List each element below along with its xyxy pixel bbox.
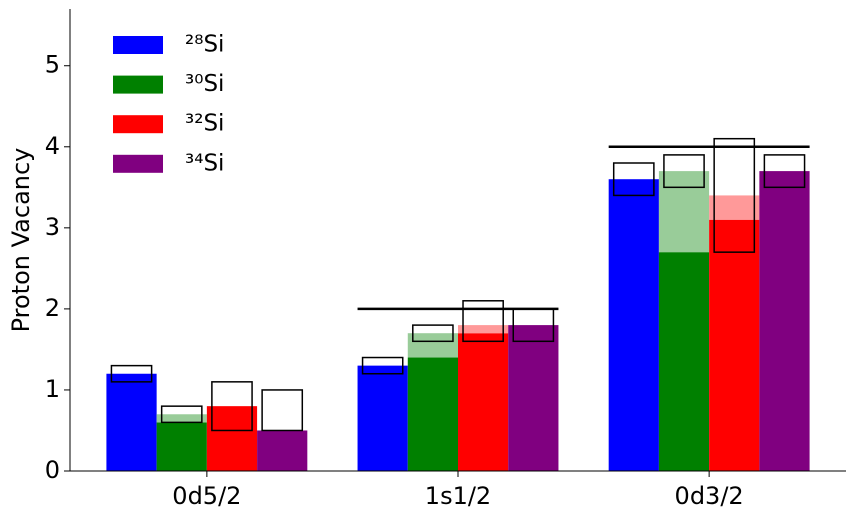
range-box [160,405,203,424]
range-box [713,137,756,253]
x-tick-label: 0d3/2 [675,482,744,510]
bar [508,325,559,471]
y-tick-label: 5 [45,51,60,79]
legend-swatch [113,75,163,94]
range-box [412,324,454,343]
legend-label: ²⁸Si [185,32,224,58]
legend-swatch [113,36,163,54]
range-box [763,154,806,189]
bar [658,252,710,471]
range-box [110,364,153,383]
bar-extension [709,195,760,220]
range-box [261,389,304,432]
bar-extension [156,414,207,423]
bar-extension [658,171,710,253]
bar [257,430,308,471]
y-tick-label: 0 [45,456,60,484]
legend-label: ³²Si [185,111,224,137]
bar [608,179,659,472]
y-axis-label: Proton Vacancy [7,148,35,333]
y-tick-label: 3 [45,213,60,241]
bar [206,406,258,471]
bar [709,219,760,471]
bar-extension [407,333,458,358]
bar [458,333,509,471]
bar [407,357,458,471]
legend-swatch [113,115,163,134]
y-tick-label: 4 [45,132,60,160]
bar [357,365,408,471]
range-box [462,300,504,343]
bar-extension [458,325,509,334]
bar [106,373,157,471]
x-tick-label: 0d5/2 [172,482,241,510]
y-tick-label: 1 [45,375,60,403]
range-box [211,381,253,432]
legend-label: ³⁴Si [185,150,224,176]
legend-label: ³⁰Si [185,71,224,97]
y-tick-label: 2 [45,294,60,322]
bar [156,422,207,471]
range-box [361,356,404,375]
x-tick-label: 1s1/2 [425,482,491,510]
bar [759,171,810,471]
range-box [663,154,705,189]
range-box [612,162,655,197]
legend-swatch [113,154,163,173]
